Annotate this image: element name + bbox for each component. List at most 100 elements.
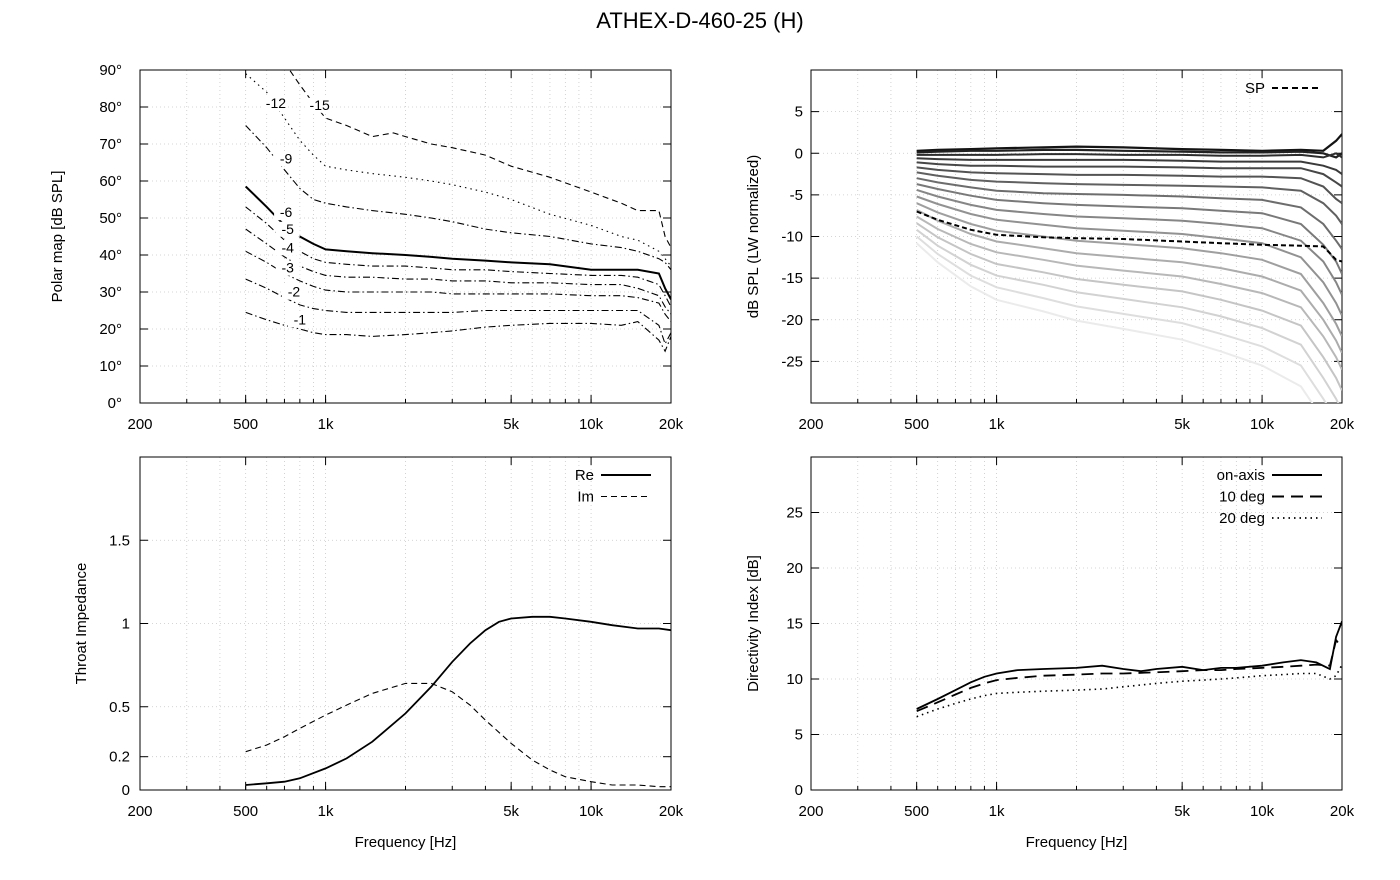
di-xtick-label: 1k [989, 803, 1005, 820]
polar-contour-label: -15 [310, 97, 330, 113]
spl-xtick-label: 500 [904, 416, 929, 433]
spl-ylabel: dB SPL (LW normalized) [745, 155, 762, 318]
di-legend-label: on-axis [1217, 467, 1265, 484]
di-xlabel: Frequency [Hz] [1026, 834, 1128, 851]
spl-curve-40deg [916, 183, 1342, 275]
panel-polar: 0° 10° 20° 30° 40° 50° 60° 70° 80° 90° 200 500 1k 5k 1… [49, 62, 684, 433]
spl-xtick-label: 10k [1250, 416, 1275, 433]
spl-curve-50deg [916, 195, 1342, 317]
spl-curve-65deg [916, 215, 1342, 371]
spl-curve-55deg [916, 202, 1342, 337]
impedance-plot-area [245, 615, 671, 788]
spl-curve-85deg [916, 242, 1314, 403]
spl-xtick-label: 200 [798, 416, 823, 433]
spl-curve-70deg [916, 222, 1342, 391]
spl-curve-30deg [916, 171, 1342, 225]
spl-xtick-label: 1k [989, 416, 1005, 433]
spl-curve-15deg [916, 157, 1342, 175]
impedance-xtick-label: 5k [503, 803, 519, 820]
polar-ytick-label: 80° [99, 99, 122, 116]
di-legend-label: 20 deg [1219, 510, 1265, 527]
impedance-xtick-label: 20k [659, 803, 684, 820]
panel-di: 0 5 10 15 20 25 200 500 1k 5k 10k 20k Directivity In… [745, 456, 1355, 851]
impedance-frame [139, 456, 672, 791]
di-plot-area [916, 620, 1342, 718]
polar-ytick-label: 70° [99, 136, 122, 153]
polar-contour-label: -12 [266, 95, 286, 111]
impedance-xtick-label: 1k [318, 803, 334, 820]
polar-contour-label-bg [275, 221, 300, 237]
spl-xtick-label: 5k [1174, 416, 1190, 433]
polar-xtick-label: 5k [503, 416, 519, 433]
polar-xtick-label: 500 [233, 416, 258, 433]
polar-curve--3 [245, 250, 671, 322]
impedance-xtick-label: 500 [233, 803, 258, 820]
spl-ytick-label: -5 [790, 187, 803, 204]
polar-ytick-label: 0° [108, 395, 122, 412]
polar-curve--5 [245, 206, 671, 308]
polar-contour-label: -6 [280, 204, 293, 220]
plots-layer: 0°10°20°30°40°50°60°70°80°90°200 500 1k 5k 1… [49, 62, 1355, 851]
polar-contour-label: -9 [280, 151, 293, 167]
impedance-legend-label: Re [575, 467, 594, 484]
polar-contour-label-bg [263, 96, 288, 111]
polar-ytick-label: 90° [99, 62, 122, 79]
polar-curve--4 [245, 228, 671, 315]
di-ytick-label: 15 [786, 616, 803, 633]
panel-impedance: 0 0.2 0.5 1 1.5 200 500 1k 5k 10k 20k Throat Impeda… [73, 456, 684, 851]
spl-ytick-label: 0 [795, 145, 803, 162]
polar-ytick-label: 10° [99, 358, 122, 375]
spl-ytick-label: -20 [781, 312, 803, 329]
spl-curve-10deg [916, 152, 1342, 159]
spl-curve-45deg [916, 188, 1342, 296]
spl-plot-area [916, 133, 1342, 403]
polar-contour-label-bg [275, 240, 300, 256]
polar-frame [139, 69, 672, 404]
polar-xtick-label: 20k [659, 416, 684, 433]
polar-contour-label-bg [281, 284, 306, 300]
di-xtick-label: 5k [1174, 803, 1190, 820]
spl-curve-20deg [916, 161, 1342, 188]
di-ytick-label: 5 [795, 727, 803, 744]
polar-curve--2 [245, 278, 671, 346]
polar-ytick-label: 60° [99, 173, 122, 190]
figure-title: ATHEX-D-460-25 (H) [596, 8, 803, 33]
polar-contour-label-bg [307, 97, 332, 113]
di-ytick-label: 25 [786, 505, 803, 522]
polar-curve--9 [245, 125, 671, 271]
di-xtick-label: 200 [798, 803, 823, 820]
polar-contour-label: -3 [281, 260, 294, 276]
spl-curve-25deg [916, 166, 1342, 205]
impedance-ytick-label: 1 [122, 616, 130, 633]
spl-curve-0deg [916, 133, 1342, 152]
di-ytick-label: 10 [786, 671, 803, 688]
polar-ytick-label: 40° [99, 247, 122, 264]
di-curve-on-axis [916, 620, 1342, 710]
polar-ytick-label: 50° [99, 210, 122, 227]
spl-ytick-label: -15 [781, 270, 803, 287]
impedance-ytick-label: 0.5 [109, 699, 130, 716]
spl-ytick-label: 5 [795, 104, 803, 121]
di-curve-20-deg [916, 664, 1342, 718]
impedance-ytick-label: 0 [122, 782, 130, 799]
polar-contour-label-bg [275, 260, 300, 276]
polar-xtick-label: 1k [318, 416, 334, 433]
di-ytick-label: 0 [795, 782, 803, 799]
spl-curve-80deg [916, 235, 1328, 403]
spl-curve-75deg [916, 229, 1340, 403]
impedance-xtick-label: 200 [127, 803, 152, 820]
spl-curve-35deg [916, 177, 1342, 250]
impedance-xtick-label: 10k [579, 803, 604, 820]
impedance-ytick-label: 0.2 [109, 749, 130, 766]
polar-contour-label-bg [274, 205, 299, 221]
polar-contour-label: -5 [281, 221, 294, 237]
di-curve-10-deg [916, 638, 1342, 713]
polar-contour-label-bg [274, 151, 299, 167]
polar-plot-area [245, 70, 671, 353]
polar-curve--1 [245, 311, 671, 353]
di-xtick-label: 10k [1250, 803, 1275, 820]
polar-ytick-label: 30° [99, 284, 122, 301]
impedance-ytick-label: 1.5 [109, 532, 130, 549]
